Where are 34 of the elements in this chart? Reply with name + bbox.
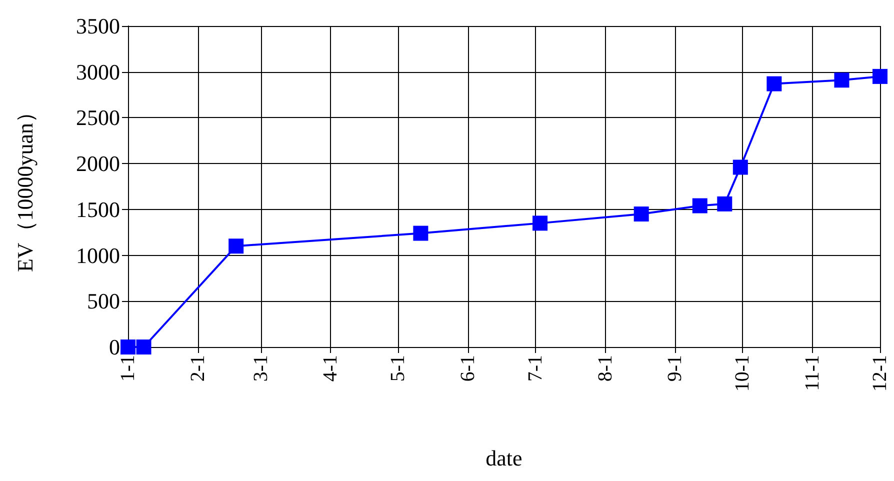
x-tick-label: 7-1 [524, 355, 547, 382]
x-tick-label: 5-1 [387, 355, 410, 382]
x-tick-label: 12-1 [869, 355, 891, 392]
point [692, 198, 708, 214]
x-tick-label: 11-1 [801, 355, 824, 391]
point [717, 196, 732, 212]
y-tick-label: 3500 [76, 14, 120, 38]
y-tick-label: 2000 [76, 151, 120, 176]
x-axis-title: date [486, 446, 522, 470]
y-axis-title: EV（10000yuan） [12, 100, 38, 272]
point [532, 216, 548, 231]
x-tick-label: 6-1 [456, 355, 479, 382]
y-tick-label: 1500 [76, 196, 120, 222]
point [120, 340, 136, 354]
x-tick-label: 2-1 [186, 355, 209, 382]
y-tick-label: 0 [109, 334, 120, 360]
point [872, 68, 888, 84]
y-tick-label: 1000 [76, 242, 120, 268]
x-tick-label: 1-1 [117, 355, 139, 382]
x-tick-label: 10-1 [732, 355, 754, 392]
point [634, 206, 649, 222]
x-tick-label: 4-1 [320, 355, 342, 382]
point [136, 340, 152, 354]
point [228, 238, 244, 254]
x-tick-label: 9-1 [664, 355, 686, 382]
x-tick-label: 8-1 [594, 355, 616, 382]
x-tick-label: 3-1 [250, 355, 272, 382]
point [766, 76, 782, 92]
y-tick-label: 500 [87, 288, 120, 314]
point [732, 160, 748, 175]
point [413, 226, 428, 241]
y-tick-label: 2500 [76, 105, 120, 130]
point [834, 72, 850, 88]
y-tick-label: 3000 [76, 59, 120, 84]
